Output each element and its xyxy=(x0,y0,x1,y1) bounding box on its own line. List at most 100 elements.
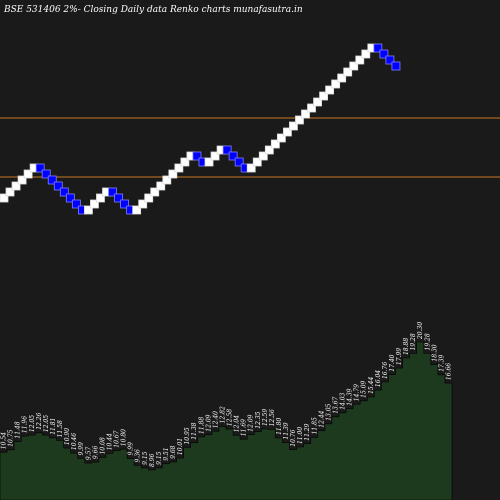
brick-value-label: 12.05 xyxy=(29,415,36,432)
brick-value-label: 13.67 xyxy=(333,396,340,413)
brick-down xyxy=(41,169,51,179)
brick-up xyxy=(156,181,166,191)
brick-up xyxy=(144,193,154,203)
brick-value-label: 9.36 xyxy=(135,449,142,463)
brick-value-label: 9.15 xyxy=(142,451,149,465)
brick-value-label: 11.38 xyxy=(191,422,198,439)
brick-down xyxy=(59,187,69,197)
brick-value-label: 11.00 xyxy=(297,427,304,444)
brick-up xyxy=(90,199,99,209)
brick-up xyxy=(132,205,142,215)
brick-value-label: 10.01 xyxy=(177,438,184,455)
brick-value-label: 11.29 xyxy=(304,423,311,440)
brick-value-label: 9.51 xyxy=(163,447,170,460)
brick-up xyxy=(17,175,27,185)
brick-down xyxy=(65,193,75,203)
brick-up xyxy=(150,187,160,197)
brick-up xyxy=(5,187,15,197)
brick-up xyxy=(283,127,292,137)
brick-value-label: 12.56 xyxy=(269,409,276,426)
brick-value-label: 20.30 xyxy=(417,322,424,340)
brick-value-label: 16.04 xyxy=(375,370,382,387)
brick-value-label: 11.81 xyxy=(50,418,57,435)
brick-value-label: 11.80 xyxy=(276,418,283,435)
brick-down xyxy=(71,199,81,209)
brick-value-label: 17.99 xyxy=(396,348,403,365)
brick-value-label: 13.05 xyxy=(325,403,332,420)
brick-value-label: 19.28 xyxy=(410,333,417,350)
brick-labels: 10.54 10.75 11.48 11.96 12.05 12.26 12.05 11.81… xyxy=(1,322,453,467)
brick-value-label: 14.79 xyxy=(354,384,361,401)
brick-down xyxy=(192,151,202,161)
brick-value-label: 12.44 xyxy=(318,410,325,427)
brick-value-label: 12.09 xyxy=(205,414,212,431)
brick-value-label: 8.96 xyxy=(149,453,156,467)
brick-value-label: 11.39 xyxy=(283,422,290,439)
brick-value-label: 9.68 xyxy=(170,445,177,459)
brick-value-label: 11.58 xyxy=(57,420,64,437)
brick-value-label: 10.44 xyxy=(107,433,114,450)
brick-down xyxy=(53,181,63,191)
brick-up xyxy=(319,91,328,101)
brick-value-label: 12.09 xyxy=(248,414,255,431)
brick-value-label: 9.99 xyxy=(128,442,135,456)
brick-down xyxy=(120,199,129,209)
brick-up xyxy=(96,193,105,203)
brick-value-label: 18.30 xyxy=(431,344,438,361)
brick-up xyxy=(307,103,316,113)
brick-up xyxy=(301,109,310,119)
brick-up xyxy=(349,61,359,71)
brick-up xyxy=(252,157,262,167)
brick-up xyxy=(337,73,347,83)
brick-value-label: 12.40 xyxy=(212,411,219,428)
brick-down xyxy=(391,61,401,71)
brick-up xyxy=(11,181,21,191)
brick-up xyxy=(276,133,286,143)
brick-value-label: 11.96 xyxy=(22,416,29,433)
brick-up xyxy=(289,121,298,131)
brick-value-label: 11.85 xyxy=(311,417,318,434)
brick-down xyxy=(35,163,45,173)
brick-up xyxy=(258,151,268,161)
brick-value-label: 14.39 xyxy=(347,388,354,405)
brick-value-label: 11.88 xyxy=(198,417,205,434)
brick-value-label: 12.04 xyxy=(234,415,241,432)
brick-value-label: 12.26 xyxy=(36,412,43,429)
brick-up xyxy=(174,163,184,173)
brick-value-label: 10.75 xyxy=(8,429,15,446)
brick-up xyxy=(204,157,214,167)
brick-value-label: 15.09 xyxy=(361,380,368,397)
brick-value-label: 10.54 xyxy=(1,432,8,449)
brick-up xyxy=(361,49,371,59)
brick-up xyxy=(0,193,9,203)
brick-down xyxy=(385,55,395,65)
brick-value-label: 19.28 xyxy=(424,333,431,350)
brick-up xyxy=(264,145,274,155)
renko-bricks xyxy=(0,43,401,215)
level-lines xyxy=(0,117,500,178)
brick-up xyxy=(325,85,335,95)
brick-value-label: 9.57 xyxy=(85,447,92,461)
brick-value-label: 10.76 xyxy=(290,429,297,446)
brick-down xyxy=(114,193,123,203)
brick-value-label: 10.90 xyxy=(64,428,71,445)
volume-area xyxy=(0,341,453,500)
brick-down xyxy=(234,157,244,167)
brick-up xyxy=(270,139,280,149)
brick-value-label: 18.88 xyxy=(403,338,410,355)
brick-value-label: 15.44 xyxy=(368,377,375,394)
brick-down xyxy=(47,175,57,185)
brick-up xyxy=(180,157,190,167)
brick-value-label: 16.76 xyxy=(382,362,389,379)
brick-up xyxy=(138,199,148,209)
brick-value-label: 10.95 xyxy=(184,427,191,444)
brick-down xyxy=(373,43,383,53)
brick-value-label: 11.69 xyxy=(241,419,248,436)
brick-value-label: 10.08 xyxy=(99,437,106,454)
brick-up xyxy=(162,175,172,185)
brick-value-label: 10.67 xyxy=(114,430,121,447)
brick-value-label: 17.39 xyxy=(438,354,445,371)
brick-up xyxy=(355,55,365,65)
brick-value-label: 12.59 xyxy=(262,409,269,426)
brick-down xyxy=(108,187,117,197)
